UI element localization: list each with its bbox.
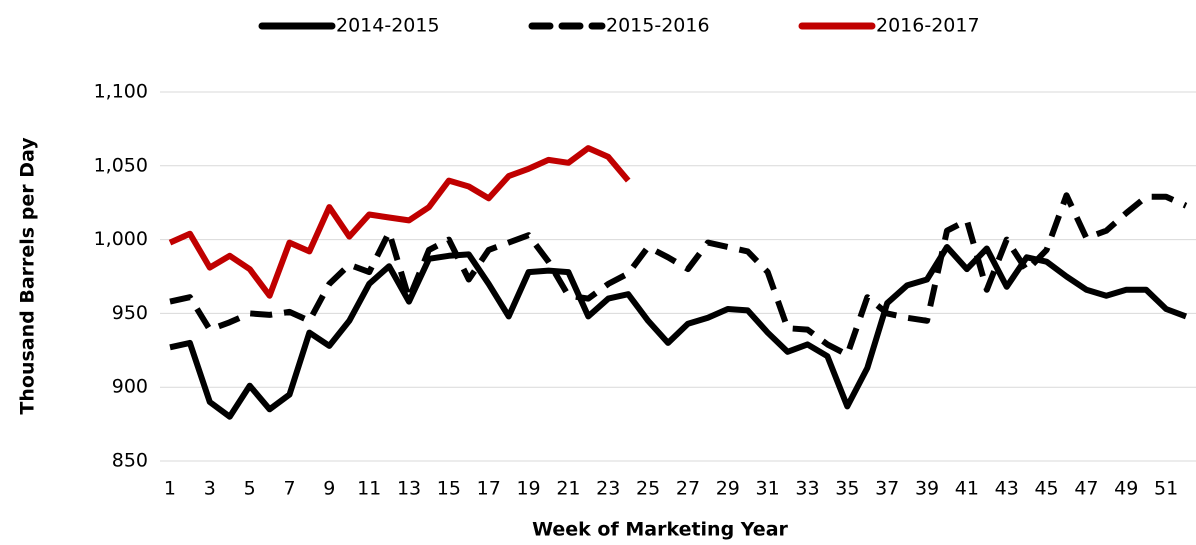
x-tick-label: 35	[835, 478, 859, 500]
series-line	[168, 145, 631, 299]
y-tick-label: 900	[112, 376, 148, 398]
y-tick-label: 950	[112, 302, 148, 324]
x-tick-label: 31	[756, 478, 780, 500]
x-tick-label: 39	[915, 478, 939, 500]
series-line	[169, 192, 1188, 358]
x-axis-title: Week of Marketing Year	[532, 519, 788, 541]
x-tick-label: 19	[516, 478, 540, 500]
series-line	[169, 244, 1188, 420]
y-tick-label: 1,050	[94, 154, 148, 176]
x-tick-label: 47	[1074, 478, 1098, 500]
x-tick-label: 3	[204, 478, 216, 500]
x-tick-label: 49	[1114, 478, 1138, 500]
y-axis-title: Thousand Barrels per Day	[17, 137, 39, 415]
x-tick-label: 23	[596, 478, 620, 500]
x-tick-label: 11	[357, 478, 381, 500]
legend-label: 2014-2015	[336, 15, 440, 37]
x-tick-label: 27	[676, 478, 700, 500]
x-tick-label: 37	[875, 478, 899, 500]
x-tick-label: 13	[397, 478, 421, 500]
y-tick-label: 1,000	[94, 228, 148, 250]
y-tick-label: 850	[112, 450, 148, 472]
x-tick-label: 33	[795, 478, 819, 500]
x-tick-label: 1	[164, 478, 176, 500]
x-tick-label: 9	[323, 478, 335, 500]
x-tick-label: 51	[1154, 478, 1178, 500]
legend-label: 2015-2016	[606, 15, 710, 37]
y-tick-label: 1,100	[94, 81, 148, 103]
x-tick-label: 43	[995, 478, 1019, 500]
x-tick-label: 7	[283, 478, 295, 500]
x-tick-label: 45	[1034, 478, 1058, 500]
x-tick-label: 25	[636, 478, 660, 500]
x-tick-label: 15	[437, 478, 461, 500]
legend-label: 2016-2017	[876, 15, 980, 37]
x-tick-label: 41	[955, 478, 979, 500]
x-tick-label: 21	[556, 478, 580, 500]
x-tick-label: 5	[244, 478, 256, 500]
x-tick-label: 29	[716, 478, 740, 500]
x-tick-label: 17	[477, 478, 501, 500]
